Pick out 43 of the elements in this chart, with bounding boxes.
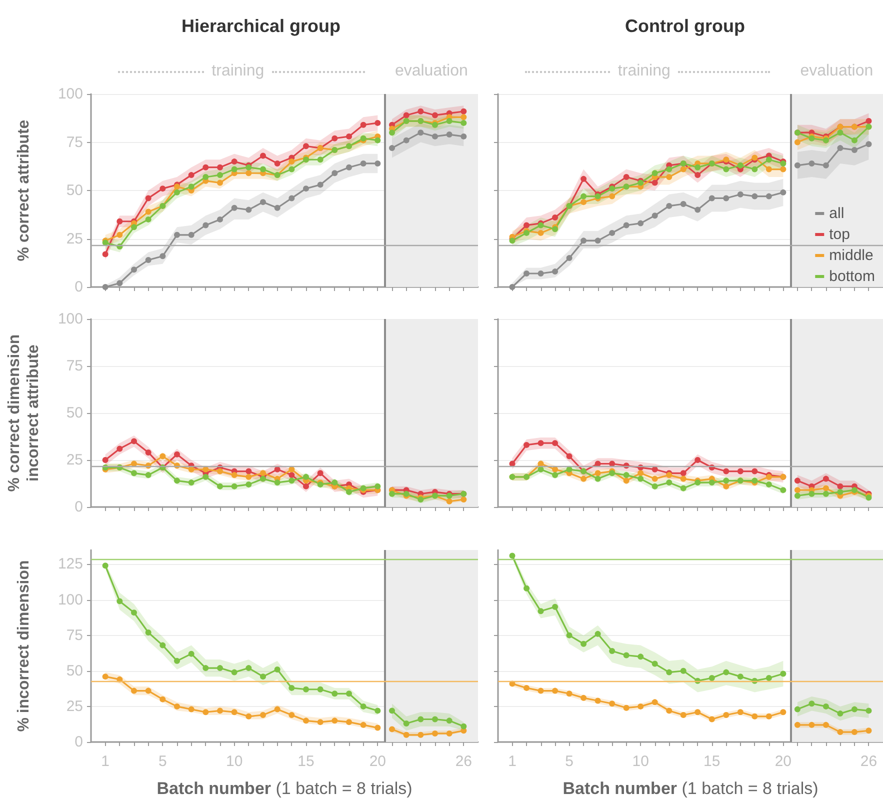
chart-title: Control group <box>625 16 745 36</box>
y-tick-label: 100 <box>58 310 83 328</box>
x-tick-label: 10 <box>632 753 649 770</box>
y-tick-label: 50 <box>66 182 83 199</box>
y-tick-label: 50 <box>66 662 83 680</box>
legend-label: top <box>829 226 850 243</box>
y-tick-label: 50 <box>66 404 83 422</box>
x-tick-label: 10 <box>226 753 243 770</box>
band-label: evaluation <box>394 62 468 80</box>
y-tick-label: 0 <box>74 498 83 516</box>
x-tick-label: 1 <box>101 753 110 770</box>
y-tick-label: 75 <box>66 358 83 374</box>
x-tick-label: 5 <box>158 753 167 770</box>
y-tick-label: 25 <box>66 230 83 248</box>
y-tick-label: 25 <box>66 698 83 715</box>
x-tick-label: 15 <box>704 753 720 770</box>
x-tick-label: 1 <box>508 753 516 770</box>
chart-title: Hierarchical group <box>181 16 341 36</box>
y-tick-label: 75 <box>66 626 83 644</box>
x-tick-label: 20 <box>774 753 792 770</box>
x-tick-label: 15 <box>298 753 314 770</box>
x-tick-label: 26 <box>455 753 472 770</box>
y-tick-label: 125 <box>58 556 83 573</box>
x-axis-title: Batch number (1 batch = 8 trials) <box>156 779 412 798</box>
y-tick-label: 100 <box>58 591 83 608</box>
legend-label: middle <box>829 247 874 264</box>
y-tick-label: 0 <box>74 734 83 750</box>
x-tick-label: 20 <box>369 753 386 770</box>
y-axis-title: % correct dimension incorrect attribute <box>6 334 42 492</box>
y-tick-label: 0 <box>74 278 83 296</box>
y-tick-label: 25 <box>66 452 83 468</box>
x-tick-label: 26 <box>860 753 878 770</box>
y-axis-title: % correct attribute <box>16 120 32 262</box>
x-tick-label: 5 <box>565 753 574 770</box>
band-label: evaluation <box>800 62 874 80</box>
legend-label: bottom <box>829 268 875 285</box>
y-tick-label: 100 <box>58 86 83 102</box>
x-axis-title: Batch number (1 batch = 8 trials) <box>562 779 818 798</box>
y-tick-label: 75 <box>66 134 83 151</box>
y-axis-title: % incorrect dimension <box>16 560 32 732</box>
text: training <box>212 62 264 80</box>
text: training <box>618 62 670 80</box>
legend-label: all <box>829 205 844 222</box>
